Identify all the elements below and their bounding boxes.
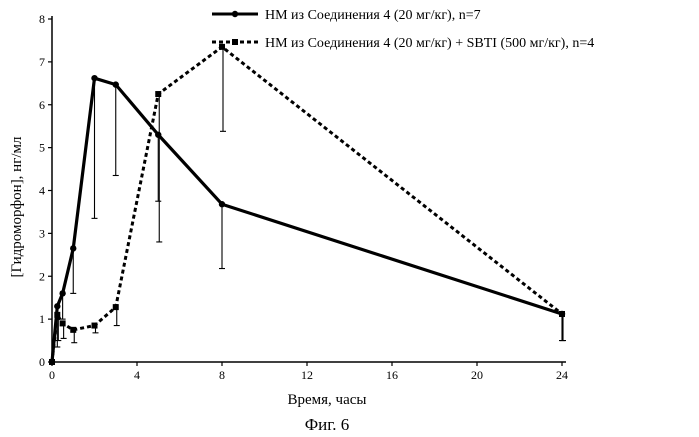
data-point [155,132,161,138]
axes: 01234567804812162024 [39,12,568,382]
x-tick-label: 24 [556,368,568,382]
x-tick-label: 20 [471,368,483,382]
y-axis-title: [Гидроморфон], нг/мл [9,136,25,278]
data-point [219,201,225,207]
y-tick-label: 5 [39,141,45,155]
data-point [70,327,76,333]
x-tick-label: 12 [301,368,313,382]
data-point [54,303,60,309]
legend-label: HM из Соединения 4 (20 мг/кг) + SBTI (50… [265,36,594,51]
data-point [559,311,565,317]
legend-label: HM из Соединения 4 (20 мг/кг), n=7 [265,8,481,23]
legend-marker [232,11,238,17]
data-point [113,304,119,310]
y-tick-label: 1 [39,312,45,326]
data-point [92,323,98,329]
data-point [155,91,161,97]
series-line [52,78,562,362]
y-tick-label: 8 [39,12,45,26]
series-line [52,47,562,362]
data-point [113,81,119,87]
series-1 [49,75,565,365]
data-point [70,245,76,251]
y-tick-label: 7 [39,55,45,69]
y-tick-label: 2 [39,269,45,283]
y-tick-label: 6 [39,98,45,112]
series-2 [49,44,566,365]
plot-area [49,44,566,365]
x-tick-label: 16 [386,368,398,382]
x-tick-label: 8 [219,368,225,382]
data-point [59,290,65,296]
x-tick-label: 0 [49,368,55,382]
legend: HM из Соединения 4 (20 мг/кг), n=7 HM из … [212,8,594,51]
y-tick-label: 0 [39,355,45,369]
figure-caption: Фиг. 6 [305,415,350,434]
data-point [49,359,55,365]
legend-marker [232,39,238,45]
y-tick-label: 4 [39,184,45,198]
y-tick-label: 3 [39,226,45,240]
data-point [60,320,66,326]
data-point [219,44,225,50]
data-point [54,312,60,318]
data-point [91,75,97,81]
x-axis-title: Время, часы [288,392,367,408]
x-tick-label: 4 [134,368,140,382]
